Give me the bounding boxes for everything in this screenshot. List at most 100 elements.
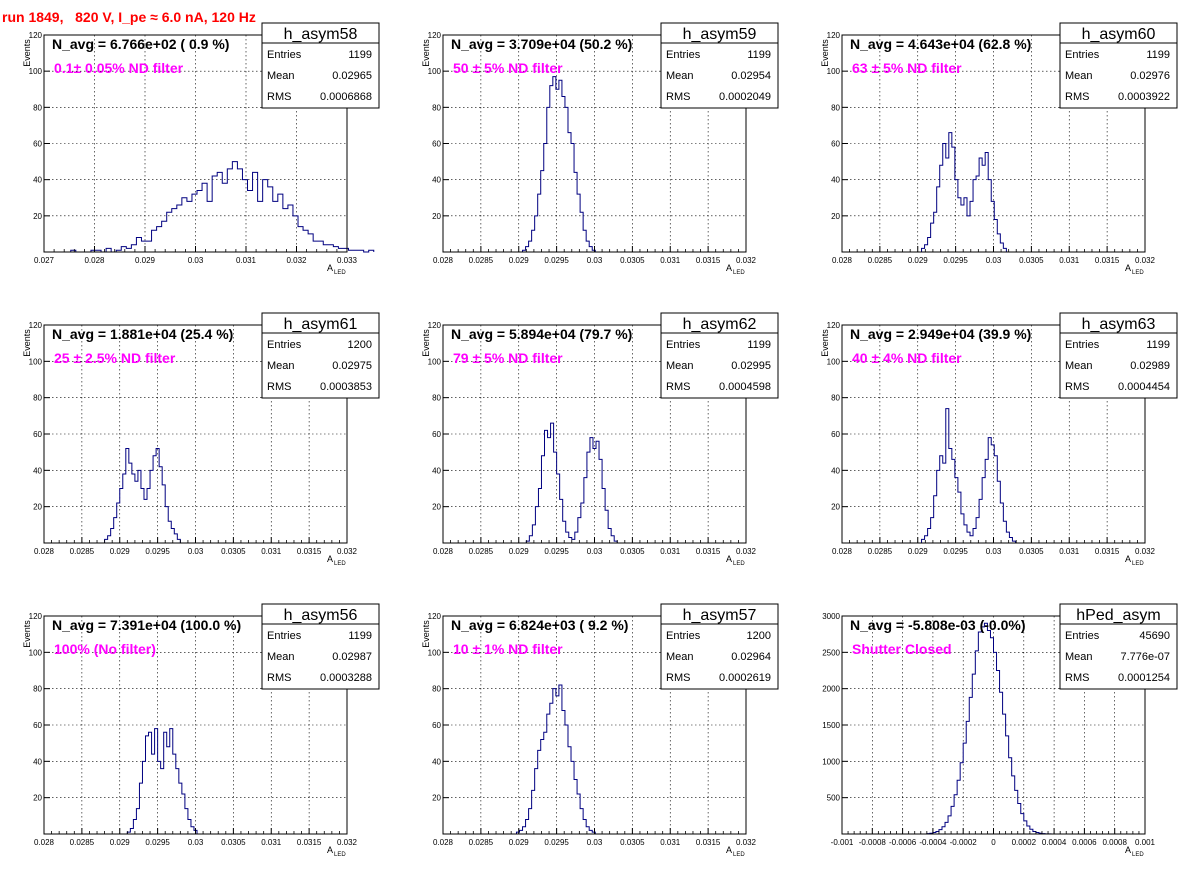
stats-value: 0.02954 xyxy=(731,70,771,82)
x-tick-label: 0.03 xyxy=(587,256,603,265)
stats-label: RMS xyxy=(666,672,690,684)
stats-box xyxy=(660,22,779,109)
y-tick-label: 120 xyxy=(428,321,442,330)
filter-annotation: Shutter Closed xyxy=(852,641,952,657)
stats-value: 0.0002049 xyxy=(719,91,771,103)
panel-h_asym59: 0.028 0.0285 0.029 0.0295 0.03 0.0305 0.031 0.0… xyxy=(421,22,779,276)
x-tick-label: -0.0004 xyxy=(919,838,947,847)
panel-h_asym56: 0.028 0.0285 0.029 0.0295 0.03 0.0305 0.031 0.0… xyxy=(22,603,380,858)
stats-value: 1199 xyxy=(1146,339,1170,351)
stats-label: Entries xyxy=(1065,339,1100,351)
x-axis-label-sub: LED xyxy=(334,561,346,567)
histogram-name: h_asym58 xyxy=(284,26,358,43)
x-tick-label: 0.0305 xyxy=(620,256,645,265)
x-tick-label: 0.001 xyxy=(1135,838,1156,847)
x-tick-label: 0.03 xyxy=(986,256,1002,265)
stats-label: Mean xyxy=(666,651,694,663)
stats-value: 1200 xyxy=(348,339,372,351)
stats-label: RMS xyxy=(1065,91,1089,103)
n-avg-annotation: N_avg = 6.824e+03 ( 9.2 %) xyxy=(451,617,628,633)
x-axis-label-sub: LED xyxy=(1132,561,1144,567)
stats-label: Entries xyxy=(1065,630,1100,642)
filter-annotation: 40 ± 4% ND filter xyxy=(852,350,962,366)
y-tick-label: 80 xyxy=(432,103,441,112)
y-tick-label: 60 xyxy=(432,140,441,149)
x-tick-label: 0.0295 xyxy=(544,838,569,847)
y-tick-label: 80 xyxy=(831,103,840,112)
y-tick-label: 60 xyxy=(831,430,840,439)
stats-box xyxy=(261,603,380,690)
stats-label: RMS xyxy=(267,91,291,103)
x-tick-label: 0.03 xyxy=(188,838,204,847)
x-tick-label: 0.0305 xyxy=(1019,256,1044,265)
y-tick-label: 60 xyxy=(33,721,42,730)
filter-annotation: 79 ± 5% ND filter xyxy=(453,350,563,366)
x-axis-label-sub: LED xyxy=(1132,270,1144,276)
x-tick-label: 0.0285 xyxy=(868,256,893,265)
x-tick-label: 0.027 xyxy=(34,256,55,265)
stats-box xyxy=(1059,312,1178,399)
y-tick-label: 120 xyxy=(29,321,43,330)
y-tick-label: 80 xyxy=(831,394,840,403)
x-tick-label: 0.03 xyxy=(587,838,603,847)
stats-label: RMS xyxy=(666,91,690,103)
x-tick-label: 0.0285 xyxy=(868,547,893,556)
x-axis-label: A xyxy=(1125,554,1131,564)
histogram-line xyxy=(921,408,1016,543)
y-tick-label: 120 xyxy=(827,31,841,40)
x-tick-label: 0.029 xyxy=(509,256,530,265)
x-tick-label: 0.029 xyxy=(509,838,530,847)
stats-box xyxy=(1059,22,1178,109)
x-tick-label: 0.028 xyxy=(84,256,105,265)
histogram-line xyxy=(522,76,596,252)
stats-label: RMS xyxy=(267,672,291,684)
stats-label: Mean xyxy=(666,70,694,82)
panel-h_asym58: 0.027 0.028 0.029 0.03 0.031 0.032 0.033 20 40 60… xyxy=(22,22,380,276)
y-tick-label: 40 xyxy=(432,466,441,475)
filter-annotation: 10 ± 1% ND filter xyxy=(453,641,563,657)
x-tick-label: 0.032 xyxy=(1135,547,1156,556)
stats-value: 0.02965 xyxy=(332,70,372,82)
filter-annotation: 50 ± 5% ND filter xyxy=(453,60,563,76)
histogram-name: h_asym60 xyxy=(1082,26,1156,43)
x-tick-label: 0.032 xyxy=(286,256,307,265)
histogram-name: h_asym63 xyxy=(1082,316,1156,333)
stats-label: Mean xyxy=(1065,651,1093,663)
stats-label: Mean xyxy=(267,70,295,82)
x-tick-label: 0.029 xyxy=(908,547,929,556)
histogram-line xyxy=(921,132,1007,252)
x-tick-label: 0.032 xyxy=(1135,256,1156,265)
x-tick-label: 0.029 xyxy=(110,838,131,847)
x-tick-label: 0.03 xyxy=(188,256,204,265)
x-tick-label: 0.0305 xyxy=(221,838,246,847)
y-tick-label: 3000 xyxy=(822,612,840,621)
y-tick-label: 40 xyxy=(33,757,42,766)
stats-value: 0.0003288 xyxy=(320,672,372,684)
x-axis-label-sub: LED xyxy=(1132,852,1144,858)
x-tick-label: 0.032 xyxy=(736,547,757,556)
stats-value: 0.0003853 xyxy=(320,381,372,393)
x-tick-label: 0.029 xyxy=(509,547,530,556)
y-tick-label: 20 xyxy=(432,503,441,512)
stats-value: 0.02964 xyxy=(731,651,771,663)
y-axis-label: Events xyxy=(421,39,431,67)
x-tick-label: 0.0305 xyxy=(1019,547,1044,556)
y-tick-label: 20 xyxy=(33,212,42,221)
stats-box xyxy=(261,312,380,399)
histogram-name: h_asym56 xyxy=(284,607,358,624)
x-axis-label: A xyxy=(327,263,333,273)
x-tick-label: 0.0295 xyxy=(145,838,170,847)
stats-label: Entries xyxy=(1065,49,1100,61)
panel-h_asym62: 0.028 0.0285 0.029 0.0295 0.03 0.0305 0.031 0.0… xyxy=(421,312,779,567)
y-axis-label: Events xyxy=(22,620,32,648)
stats-value: 1199 xyxy=(348,49,372,61)
stats-value: 1199 xyxy=(1146,49,1170,61)
y-tick-label: 2500 xyxy=(822,648,840,657)
x-tick-label: 0.031 xyxy=(660,838,681,847)
histogram-name: h_asym61 xyxy=(284,316,358,333)
stats-value: 0.0004454 xyxy=(1118,381,1170,393)
filter-annotation: 25 ± 2.5% ND filter xyxy=(54,350,176,366)
x-tick-label: 0.03 xyxy=(188,547,204,556)
y-tick-label: 100 xyxy=(428,648,442,657)
x-tick-label: 0.0315 xyxy=(696,547,721,556)
